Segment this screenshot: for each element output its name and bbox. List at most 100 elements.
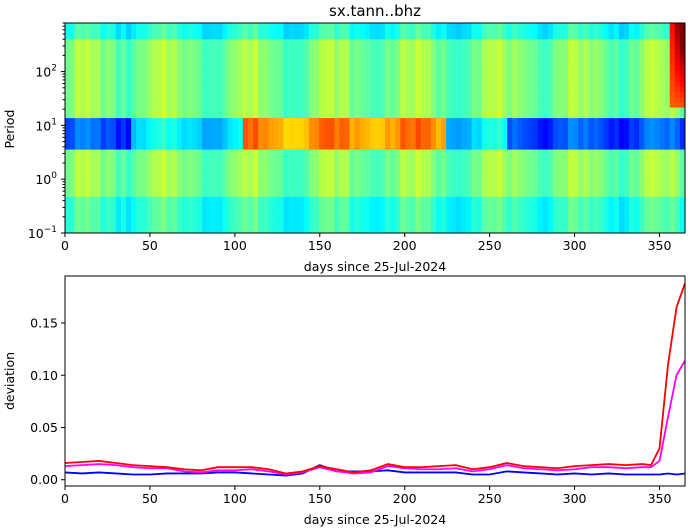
heatmap-cell bbox=[674, 23, 681, 29]
heatmap-cell bbox=[247, 149, 254, 155]
heatmap-cell bbox=[486, 222, 493, 229]
heatmap-cell bbox=[156, 128, 163, 134]
heatmap-cell bbox=[441, 107, 447, 113]
heatmap-cell bbox=[283, 44, 290, 50]
heatmap-cell bbox=[542, 112, 549, 119]
heatmap-cell bbox=[115, 185, 122, 192]
heatmap-cell bbox=[136, 164, 142, 171]
heatmap-cell bbox=[288, 117, 295, 124]
heatmap-cell bbox=[669, 201, 676, 208]
heatmap-cell bbox=[624, 75, 630, 82]
heatmap-cell bbox=[192, 38, 198, 45]
heatmap-cell bbox=[186, 212, 193, 218]
heatmap-cell bbox=[654, 65, 661, 71]
heatmap-cell bbox=[654, 222, 661, 229]
heatmap-cell bbox=[258, 185, 264, 192]
heatmap-cell bbox=[380, 91, 386, 98]
heatmap-cell bbox=[532, 133, 539, 140]
heatmap-cell bbox=[166, 133, 173, 140]
heatmap-cell bbox=[339, 107, 346, 113]
heatmap-cell bbox=[283, 86, 290, 92]
heatmap-cell bbox=[186, 191, 193, 197]
heatmap-cell bbox=[476, 44, 483, 50]
heatmap-cell bbox=[212, 86, 219, 92]
heatmap-cell bbox=[557, 44, 564, 50]
heatmap-cell bbox=[80, 38, 86, 45]
heatmap-cell bbox=[80, 149, 86, 155]
heatmap-cell bbox=[192, 185, 198, 192]
heatmap-cell bbox=[141, 212, 147, 218]
heatmap-cell bbox=[202, 117, 208, 124]
heatmap-cell bbox=[166, 217, 173, 224]
heatmap-cell bbox=[568, 149, 574, 155]
heatmap-cell bbox=[273, 227, 280, 233]
heatmap-cell bbox=[339, 149, 346, 155]
heatmap-cell bbox=[420, 80, 427, 87]
heatmap-cell bbox=[512, 175, 518, 182]
heatmap-cell bbox=[192, 149, 198, 155]
heatmap-cell bbox=[65, 196, 71, 203]
heatmap-cell bbox=[253, 33, 259, 40]
heatmap-cell bbox=[395, 86, 402, 92]
heatmap-cell bbox=[532, 222, 539, 229]
heatmap-cell bbox=[369, 149, 376, 155]
heatmap-cell bbox=[441, 44, 447, 50]
heatmap-cell bbox=[171, 49, 178, 56]
heatmap-cell bbox=[100, 217, 107, 224]
heatmap-cell bbox=[85, 159, 92, 166]
heatmap-cell bbox=[674, 28, 681, 35]
heatmap-cell bbox=[385, 112, 391, 119]
heatmap-cell bbox=[319, 59, 325, 66]
heatmap-cell bbox=[563, 164, 569, 171]
heatmap-cell bbox=[293, 23, 300, 29]
heatmap-cell bbox=[618, 122, 625, 129]
heatmap-cell bbox=[405, 133, 412, 140]
heatmap-cell bbox=[542, 54, 549, 61]
heatmap-cell bbox=[339, 101, 346, 108]
heatmap-cell bbox=[613, 222, 620, 229]
heatmap-cell bbox=[557, 201, 564, 208]
heatmap-cell bbox=[222, 206, 229, 213]
heatmap-cell bbox=[298, 101, 305, 108]
heatmap-cell bbox=[395, 107, 402, 113]
heatmap-cell bbox=[303, 143, 310, 150]
heatmap-cell bbox=[390, 107, 396, 113]
heatmap-cell bbox=[557, 33, 564, 40]
heatmap-cell bbox=[369, 122, 376, 129]
heatmap-cell bbox=[634, 217, 640, 224]
heatmap-cell bbox=[639, 59, 645, 66]
heatmap-cell bbox=[212, 107, 219, 113]
heatmap-cell bbox=[176, 86, 183, 92]
heatmap-cell bbox=[568, 23, 574, 29]
heatmap-cell bbox=[527, 23, 534, 29]
heatmap-cell bbox=[369, 227, 376, 233]
heatmap-cell bbox=[420, 149, 427, 155]
heatmap-cell bbox=[563, 149, 569, 155]
heatmap-cell bbox=[629, 164, 635, 171]
heatmap-cell bbox=[679, 180, 685, 187]
heatmap-cell bbox=[278, 44, 285, 50]
heatmap-cell bbox=[100, 112, 107, 119]
heatmap-cell bbox=[344, 138, 351, 145]
heatmap-cell bbox=[258, 70, 264, 77]
heatmap-cell bbox=[593, 38, 600, 45]
heatmap-cell bbox=[380, 143, 386, 150]
heatmap-cell bbox=[283, 222, 290, 229]
heatmap-cell bbox=[435, 86, 442, 92]
heatmap-cell bbox=[202, 70, 208, 77]
heatmap-cell bbox=[674, 122, 681, 129]
heatmap-cell bbox=[669, 96, 676, 103]
heatmap-cell bbox=[136, 143, 142, 150]
heatmap-cell bbox=[176, 96, 183, 103]
heatmap-cell bbox=[110, 23, 117, 29]
heatmap-cell bbox=[181, 159, 188, 166]
heatmap-cell bbox=[578, 122, 584, 129]
heatmap-cell bbox=[481, 212, 488, 218]
heatmap-cell bbox=[471, 107, 478, 113]
heatmap-cell bbox=[486, 138, 493, 145]
heatmap-cell bbox=[476, 101, 483, 108]
heatmap-cell bbox=[314, 96, 320, 103]
heatmap-cell bbox=[136, 122, 142, 129]
heatmap-cell bbox=[166, 175, 173, 182]
heatmap-cell bbox=[125, 80, 132, 87]
